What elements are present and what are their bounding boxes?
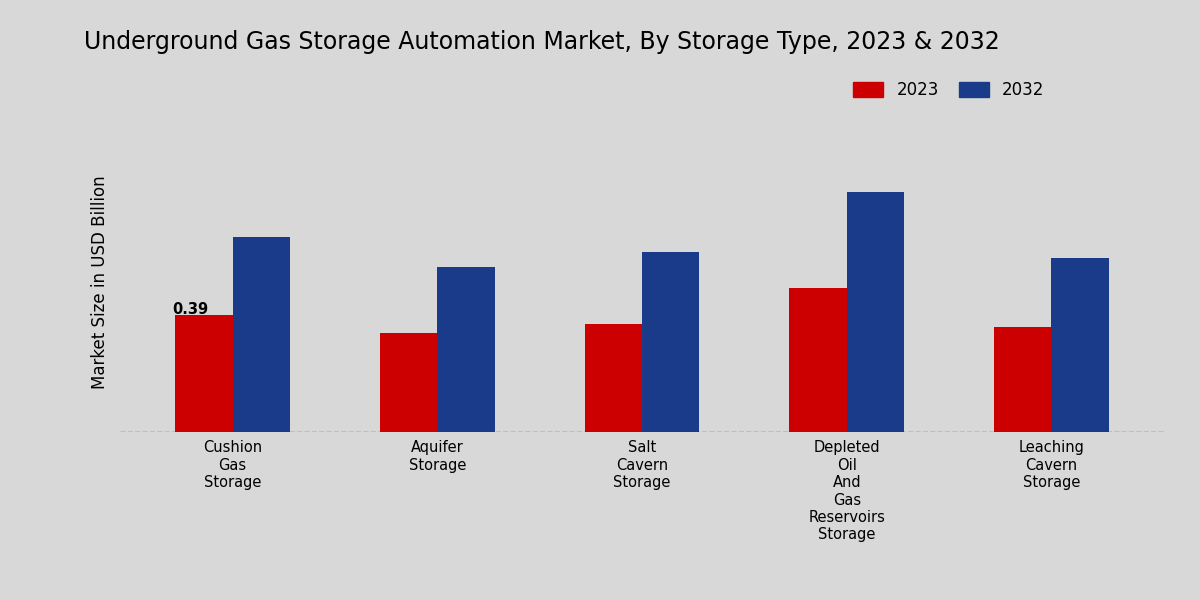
Bar — [175, 315, 233, 432]
Legend: 2023, 2032: 2023, 2032 — [846, 74, 1051, 106]
Bar — [1051, 258, 1109, 432]
Bar — [584, 324, 642, 432]
Bar — [790, 288, 847, 432]
Text: 0.39: 0.39 — [173, 301, 209, 317]
Bar — [847, 192, 904, 432]
Y-axis label: Market Size in USD Billion: Market Size in USD Billion — [91, 175, 109, 389]
Bar — [233, 237, 290, 432]
Bar — [380, 333, 437, 432]
Text: Underground Gas Storage Automation Market, By Storage Type, 2023 & 2032: Underground Gas Storage Automation Marke… — [84, 30, 1000, 54]
Bar — [437, 267, 494, 432]
Bar — [642, 252, 700, 432]
Bar — [994, 327, 1051, 432]
